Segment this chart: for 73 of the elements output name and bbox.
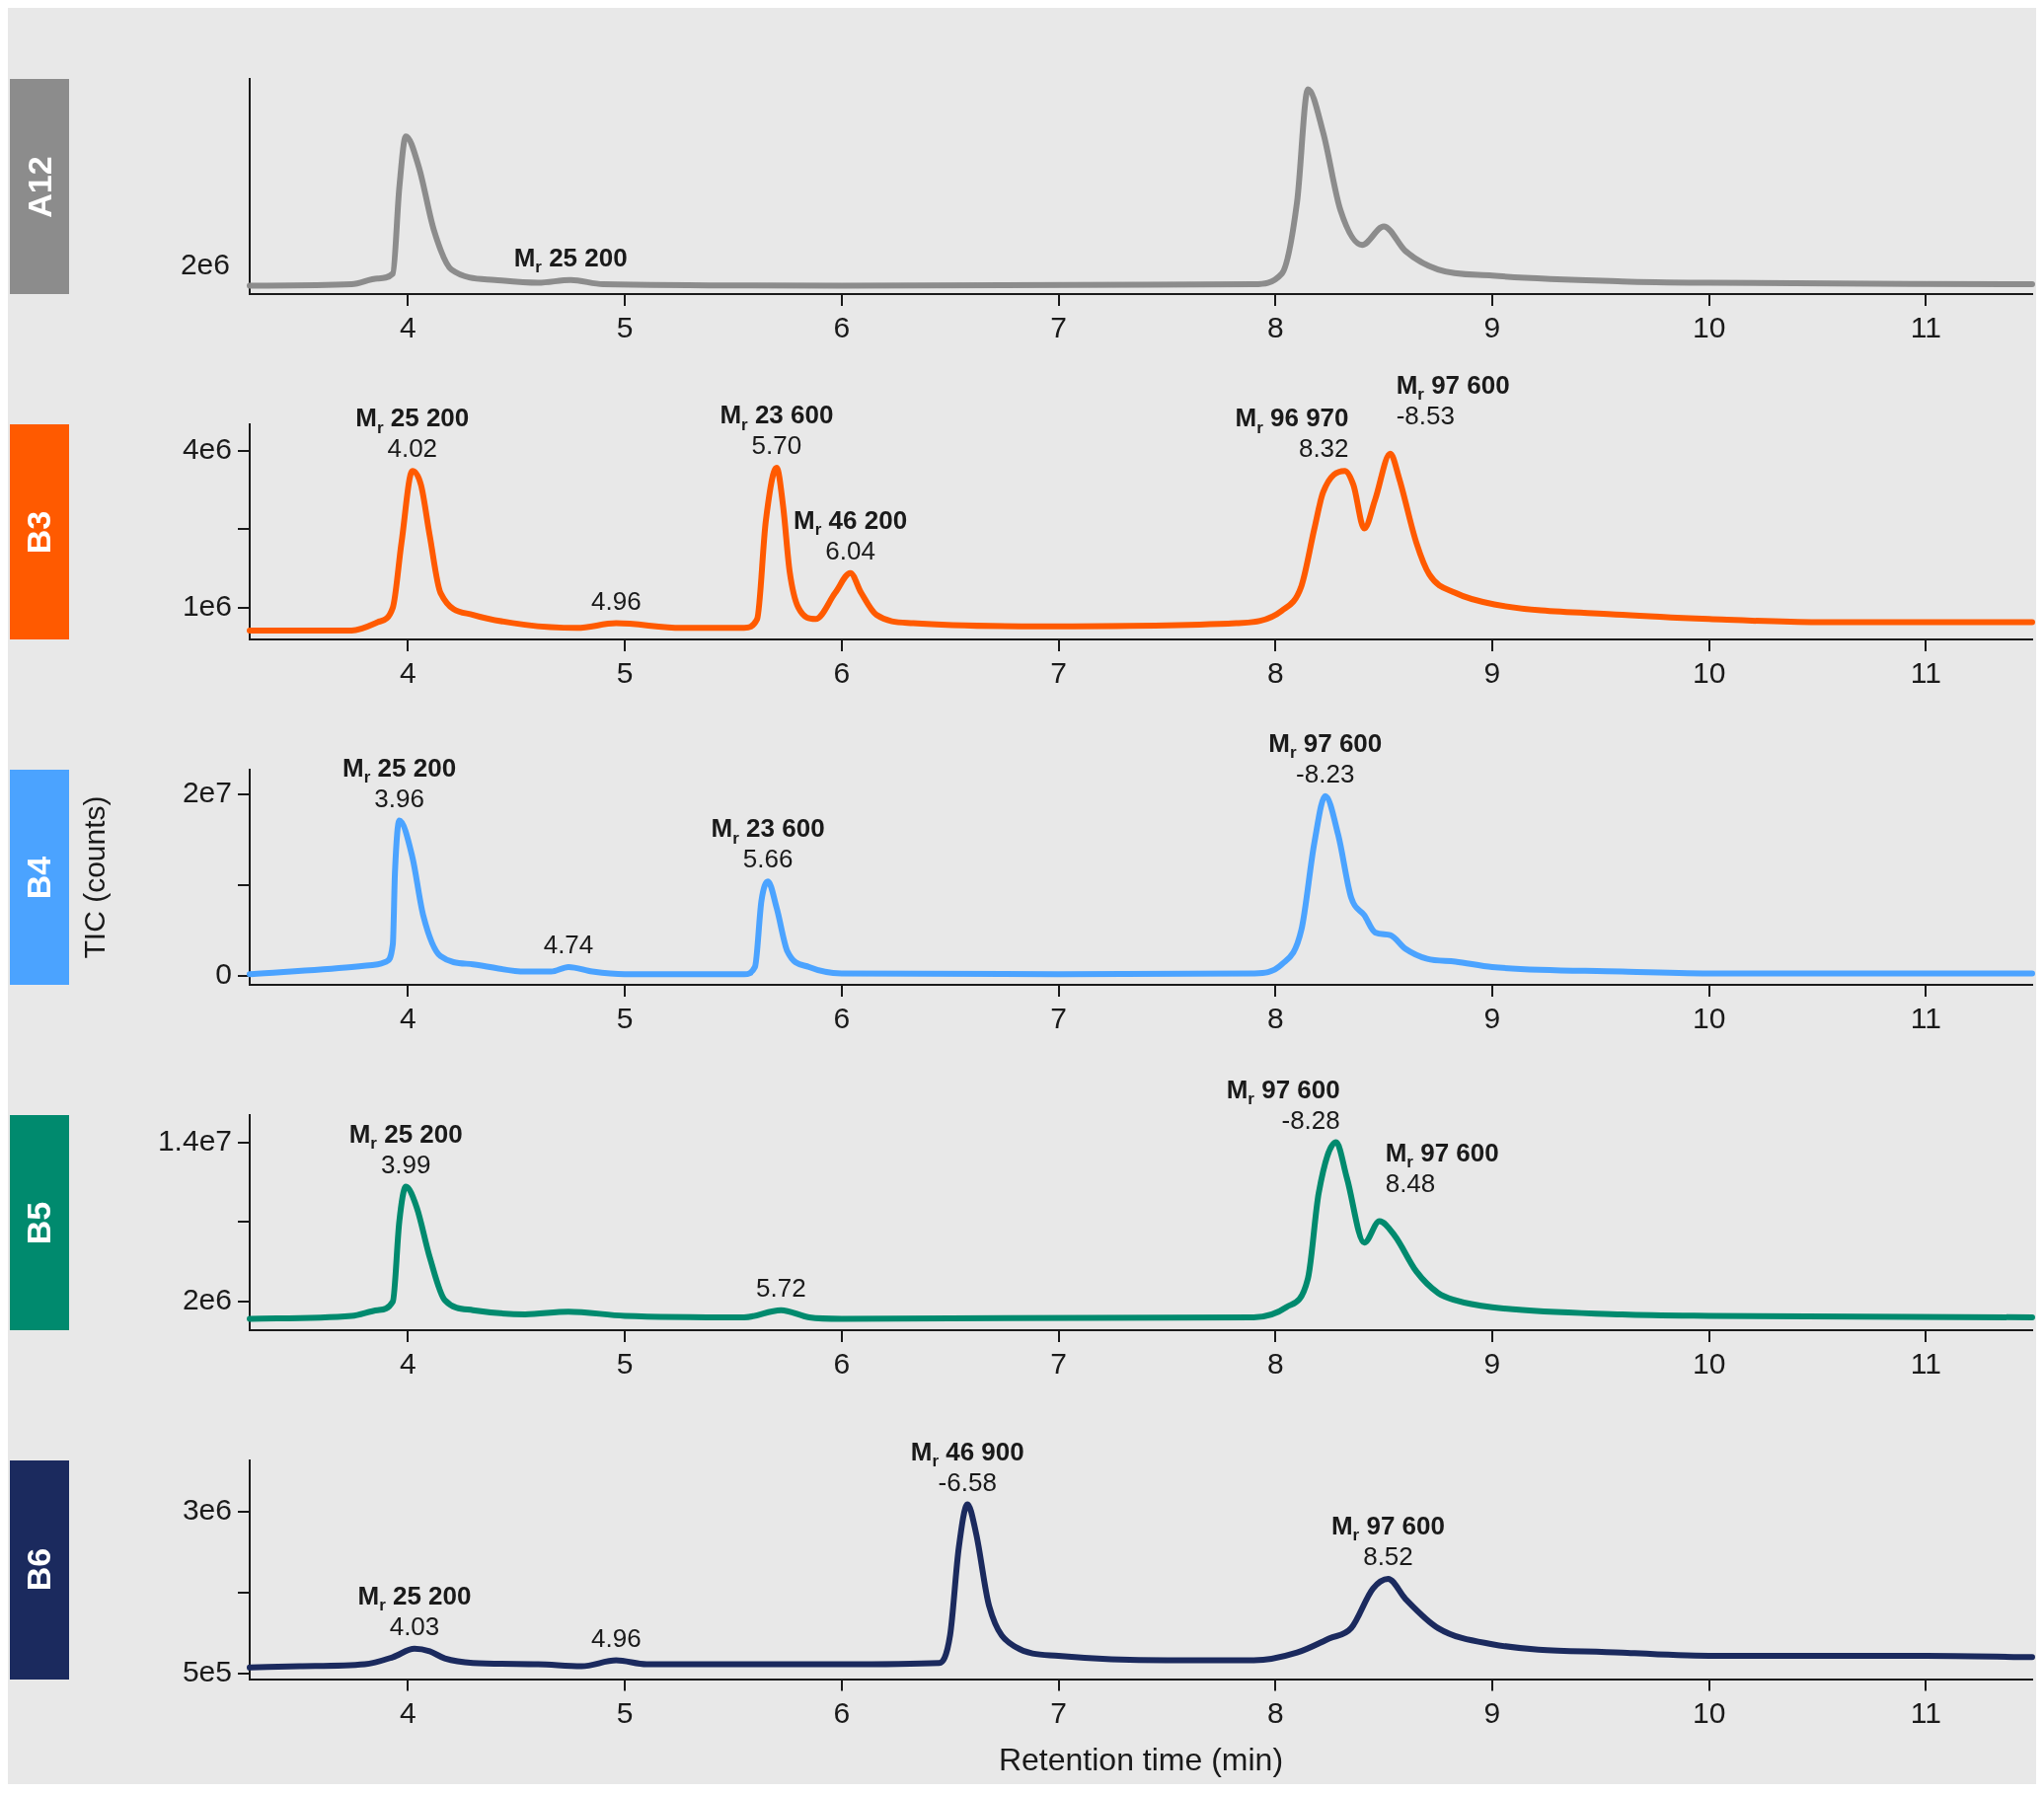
x-tick-label: 5	[616, 1347, 634, 1381]
x-tick-label: 8	[1266, 311, 1284, 344]
y-tick-label: 2e7	[182, 776, 232, 809]
x-tick-label: 8	[1266, 1347, 1284, 1381]
x-tick-label: 10	[1692, 311, 1726, 344]
x-tick-label: 6	[833, 1347, 851, 1381]
x-axis-title: Retention time (min)	[998, 1741, 1284, 1777]
annotation: 8.32	[1298, 433, 1349, 464]
x-tick-label: 8	[1266, 656, 1284, 690]
annotation: -8.53	[1396, 400, 1455, 430]
text: B4	[20, 856, 59, 899]
x-tick-label: 9	[1483, 1347, 1501, 1381]
x-tick-label: 5	[616, 656, 634, 690]
x-tick-label: 4	[400, 1347, 416, 1381]
x-tick-label: 6	[833, 1695, 851, 1729]
annotation: 6.04	[825, 535, 875, 565]
y-tick-label: 0	[215, 957, 232, 991]
annotation: 5.72	[755, 1272, 806, 1303]
annotation: 5.70	[751, 430, 802, 461]
x-tick-label: 8	[1266, 1002, 1284, 1035]
x-tick-label: 6	[833, 311, 851, 344]
x-tick-label: 9	[1483, 656, 1501, 690]
x-tick-label: 6	[833, 656, 851, 690]
annotation: 3.99	[380, 1149, 431, 1179]
x-tick-label: 9	[1483, 311, 1501, 344]
x-tick-label: 5	[616, 311, 634, 344]
x-tick-label: 11	[1910, 1695, 1941, 1729]
y-tick-label: 1e6	[182, 588, 232, 622]
x-tick-label: 10	[1692, 1695, 1726, 1729]
annotation: 8.52	[1363, 1540, 1413, 1571]
x-tick-label: 4	[400, 1695, 416, 1729]
x-tick-label: 4	[400, 311, 416, 344]
annotation: 8.48	[1385, 1167, 1436, 1198]
annotation: 4.74	[543, 929, 594, 959]
x-tick-label: 10	[1692, 1002, 1726, 1035]
x-tick-label: 6	[833, 1002, 851, 1035]
annotation: 3.96	[374, 783, 424, 813]
annotation: 4.02	[387, 433, 438, 464]
annotation: -8.23	[1296, 758, 1355, 788]
text: B6	[20, 1548, 59, 1592]
text: B3	[20, 510, 59, 554]
x-tick-label: 9	[1483, 1002, 1501, 1035]
x-tick-label: 7	[1050, 1695, 1067, 1729]
annotation: 5.66	[742, 844, 794, 874]
x-tick-label: 5	[616, 1695, 634, 1729]
x-tick-label: 7	[1050, 311, 1067, 344]
annotation: -8.28	[1281, 1104, 1340, 1135]
annotation: 4.96	[591, 585, 642, 616]
y-tick-label: 5e5	[182, 1654, 232, 1687]
x-tick-label: 7	[1050, 1002, 1067, 1035]
x-tick-label: 11	[1910, 656, 1941, 690]
x-tick-label: 10	[1692, 1347, 1726, 1381]
x-tick-label: 10	[1692, 656, 1726, 690]
x-tick-label: 11	[1910, 1347, 1941, 1381]
annotation: 4.96	[591, 1622, 642, 1653]
y-tick-label: 2e6	[182, 1283, 232, 1316]
x-tick-label: 11	[1910, 1002, 1941, 1035]
y-tick-label: 4e6	[182, 431, 232, 465]
x-tick-label: 7	[1050, 656, 1067, 690]
annotation: -6.58	[938, 1466, 997, 1497]
text: B5	[20, 1201, 59, 1244]
x-tick-label: 9	[1483, 1695, 1501, 1729]
x-tick-label: 5	[616, 1002, 634, 1035]
x-tick-label: 11	[1910, 311, 1941, 344]
annotation: 4.03	[389, 1610, 440, 1641]
y-tick-label: 1.4e7	[157, 1123, 232, 1157]
y-tick-label: 3e6	[182, 1493, 232, 1527]
y-axis-title: TIC (counts)	[78, 795, 112, 959]
x-tick-label: 4	[400, 656, 416, 690]
x-tick-label: 8	[1266, 1695, 1284, 1729]
text: A12	[20, 155, 59, 218]
x-tick-label: 4	[400, 1002, 416, 1035]
x-tick-label: 7	[1050, 1347, 1067, 1381]
